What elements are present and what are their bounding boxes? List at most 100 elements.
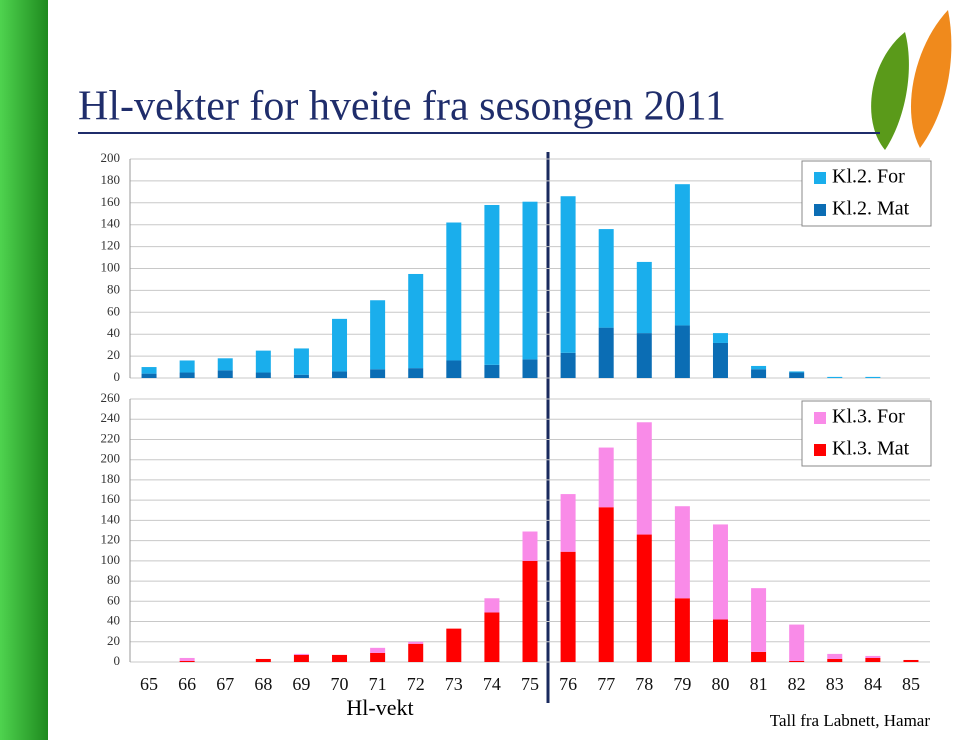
bar-segment [370, 300, 386, 370]
y-tick-label: 180 [101, 172, 121, 187]
x-tick-label: 71 [369, 674, 387, 694]
y-tick-label: 0 [114, 369, 121, 384]
y-tick-label: 40 [107, 613, 120, 628]
x-tick-label: 85 [902, 674, 920, 694]
bar-segment [179, 360, 195, 373]
bar-segment [255, 350, 271, 373]
bar-segment [522, 201, 538, 360]
y-tick-label: 200 [101, 150, 121, 165]
y-tick-label: 120 [101, 238, 121, 253]
y-tick-label: 0 [114, 653, 121, 668]
bar-segment [636, 422, 652, 535]
legend-label: Kl.3. For [832, 406, 905, 428]
bar-segment [712, 342, 728, 378]
bar-segment [217, 358, 233, 371]
bar-segment [332, 654, 348, 662]
x-axis-label: Hl-vekt [346, 695, 413, 720]
bar-segment [827, 653, 843, 659]
y-tick-label: 160 [101, 194, 121, 209]
x-tick-label: 83 [826, 674, 844, 694]
bar-segment [674, 184, 690, 326]
bar-segment [484, 204, 500, 365]
legend-swatch [814, 204, 826, 216]
bar-segment [712, 619, 728, 662]
bar-segment [446, 222, 462, 361]
bar-segment [789, 660, 805, 662]
bar-segment [598, 229, 614, 328]
title: Hl-vekter for hveite fra sesongen 2011 [78, 84, 726, 130]
bar-segment [560, 352, 576, 378]
bar-segment [370, 647, 386, 653]
y-tick-label: 40 [107, 325, 120, 340]
bar-segment [141, 367, 157, 374]
bar-segment [522, 560, 538, 662]
bar-segment [370, 652, 386, 662]
bar-segment [446, 360, 462, 378]
x-tick-label: 72 [407, 674, 425, 694]
x-tick-label: 77 [597, 674, 615, 694]
legend-label: Kl.2. Mat [832, 198, 910, 220]
y-tick-label: 140 [101, 216, 121, 231]
bar-segment [408, 273, 424, 369]
bar-segment [789, 371, 805, 373]
bar-segment [827, 658, 843, 662]
bar-segment [789, 372, 805, 378]
y-tick-label: 240 [101, 410, 121, 425]
x-tick-label: 80 [711, 674, 729, 694]
bar-segment [332, 318, 348, 372]
bar-segment [865, 655, 881, 658]
y-tick-label: 100 [101, 552, 121, 567]
bar-segment [484, 598, 500, 613]
y-tick-label: 100 [101, 259, 121, 274]
bar-segment [560, 196, 576, 353]
bar-segment [865, 376, 881, 378]
bar-segment [522, 359, 538, 378]
bar-segment [674, 598, 690, 662]
bar-segment [446, 628, 462, 662]
bar-segment [636, 534, 652, 662]
bar-segment [636, 261, 652, 334]
legend-label: Kl.3. Mat [832, 438, 910, 460]
bar-segment [598, 327, 614, 378]
bar-segment [293, 374, 309, 378]
bar-segment [217, 370, 233, 378]
bar-segment [332, 371, 348, 378]
x-tick-label: 65 [140, 674, 158, 694]
bar-segment [179, 660, 195, 662]
y-tick-label: 60 [107, 592, 120, 607]
x-tick-label: 82 [788, 674, 806, 694]
leaf-green [871, 32, 909, 150]
x-tick-label: 75 [521, 674, 539, 694]
bar-segment [751, 369, 767, 378]
source: Tall fra Labnett, Hamar [770, 711, 931, 730]
x-tick-label: 73 [445, 674, 463, 694]
y-tick-label: 160 [101, 491, 121, 506]
x-tick-label: 78 [635, 674, 653, 694]
y-tick-label: 20 [107, 633, 120, 648]
bar-segment [598, 507, 614, 662]
bar-segment [293, 348, 309, 375]
bar-segment [141, 373, 157, 378]
bar-segment [293, 654, 309, 662]
x-tick-label: 70 [331, 674, 349, 694]
bar-segment [255, 372, 271, 378]
bar-segment [865, 657, 881, 662]
y-tick-label: 140 [101, 511, 121, 526]
y-tick-label: 120 [101, 532, 121, 547]
x-tick-label: 79 [673, 674, 691, 694]
bar-segment [408, 641, 424, 644]
bar-segment [370, 369, 386, 378]
bar-segment [751, 651, 767, 662]
legend-label: Kl.2. For [832, 166, 905, 188]
x-tick-label: 84 [864, 674, 882, 694]
bar-segment [522, 531, 538, 561]
bar-segment [560, 551, 576, 662]
bar-segment [751, 365, 767, 370]
bar-segment [293, 653, 309, 655]
legend-swatch [814, 412, 826, 424]
x-tick-label: 81 [750, 674, 768, 694]
bar-segment [751, 588, 767, 652]
bar-segment [179, 657, 195, 661]
bar-segment [179, 372, 195, 378]
